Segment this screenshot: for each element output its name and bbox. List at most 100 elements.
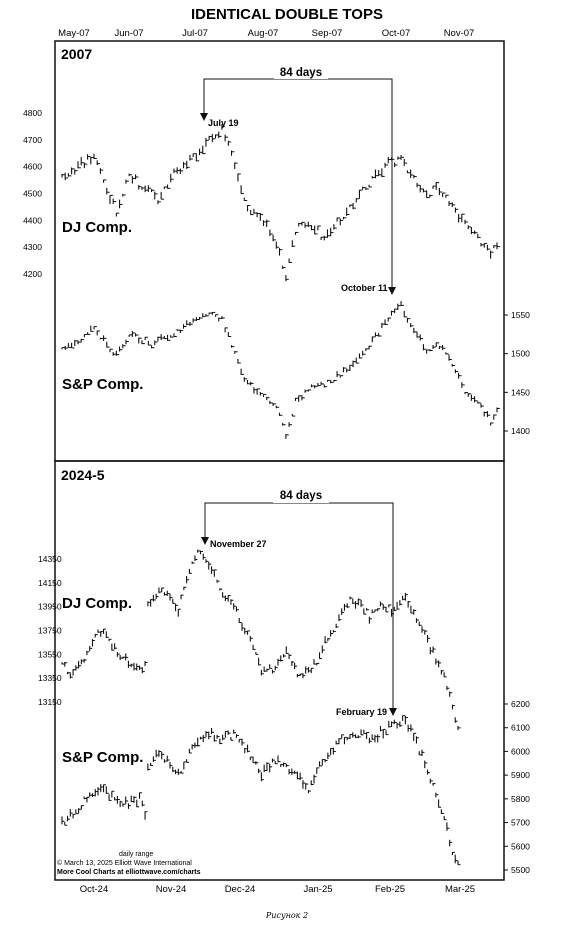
peak-label-october11: October 11 xyxy=(341,283,388,293)
price-bar-dj-2024 xyxy=(435,658,439,665)
price-bar-dj-2007 xyxy=(262,220,267,226)
price-bar-sp-2024 xyxy=(191,744,195,750)
price-bar-sp-2007 xyxy=(346,368,350,373)
price-bar-dj-2007 xyxy=(163,186,168,190)
price-bar-sp-2007 xyxy=(93,326,97,330)
price-bar-dj-2007 xyxy=(122,193,126,197)
price-bar-sp-2024 xyxy=(443,816,447,821)
price-bar-sp-2007 xyxy=(266,396,270,401)
price-bar-sp-2024 xyxy=(449,839,453,847)
price-bar-sp-2007 xyxy=(458,372,462,379)
price-bar-dj-2024 xyxy=(174,603,179,612)
price-bar-sp-2007 xyxy=(445,352,449,355)
price-bar-dj-2007 xyxy=(470,227,475,235)
y-tick-label: 6100 xyxy=(511,723,530,733)
price-bar-dj-2024 xyxy=(302,673,306,679)
price-bar-dj-2007 xyxy=(64,172,69,181)
price-bar-dj-2024 xyxy=(119,655,123,661)
price-bar-sp-2007 xyxy=(227,332,232,338)
price-bar-sp-2007 xyxy=(307,389,312,392)
price-bar-dj-2007 xyxy=(490,250,494,259)
price-bar-sp-2007 xyxy=(237,358,241,364)
price-bar-dj-2024 xyxy=(186,575,190,584)
price-bar-dj-2024 xyxy=(327,637,331,642)
price-bar-dj-2007 xyxy=(461,213,465,223)
price-bar-dj-2007 xyxy=(109,194,113,205)
price-bar-dj-2007 xyxy=(125,179,129,184)
price-bar-sp-2024 xyxy=(368,737,372,744)
price-bar-sp-2024 xyxy=(216,734,220,739)
period-label-2024-5: 2024-5 xyxy=(61,467,105,483)
price-bar-sp-2007 xyxy=(160,334,165,341)
month-label: Oct-24 xyxy=(80,884,109,895)
price-bar-sp-2007 xyxy=(131,331,136,337)
price-bar-sp-2024 xyxy=(125,796,129,804)
price-bar-dj-2024 xyxy=(64,661,68,667)
month-label: Aug-07 xyxy=(248,28,279,39)
price-bar-dj-2024 xyxy=(252,644,256,650)
price-bar-dj-2024 xyxy=(346,603,350,609)
price-bar-dj-2007 xyxy=(160,192,165,200)
price-bar-dj-2024 xyxy=(230,599,234,605)
price-bar-sp-2007 xyxy=(154,340,158,346)
price-bar-dj-2007 xyxy=(458,213,462,223)
price-bar-sp-2024 xyxy=(310,780,314,786)
price-bar-dj-2007 xyxy=(486,244,491,251)
price-bar-dj-2007 xyxy=(154,191,158,200)
price-bar-sp-2007 xyxy=(74,339,78,347)
price-bar-dj-2024 xyxy=(413,609,417,615)
price-bar-dj-2024 xyxy=(266,668,270,672)
price-bar-dj-2024 xyxy=(108,638,112,642)
price-bar-sp-2007 xyxy=(109,348,113,353)
price-bar-dj-2024 xyxy=(208,561,212,570)
price-bar-sp-2024 xyxy=(313,774,317,784)
price-bar-dj-2024 xyxy=(114,643,118,650)
price-bar-dj-2024 xyxy=(421,626,425,633)
price-bar-sp-2024 xyxy=(291,768,295,775)
price-bar-sp-2007 xyxy=(138,337,142,344)
price-bar-sp-2024 xyxy=(213,734,217,742)
price-bar-dj-2007 xyxy=(259,213,264,221)
arrow-down-icon xyxy=(200,113,208,121)
chart-title: IDENTICAL DOUBLE TOPS xyxy=(191,6,383,23)
price-bar-dj-2024 xyxy=(449,691,453,697)
price-bar-sp-2024 xyxy=(410,724,414,732)
price-bar-sp-2024 xyxy=(230,737,234,741)
price-bar-dj-2007 xyxy=(269,229,273,237)
price-bar-dj-2007 xyxy=(365,187,369,190)
price-bar-dj-2007 xyxy=(464,219,468,225)
price-bar-dj-2024 xyxy=(136,663,140,671)
price-bar-sp-2024 xyxy=(316,767,320,774)
price-bar-sp-2007 xyxy=(461,382,465,388)
price-bar-sp-2024 xyxy=(130,795,134,803)
price-bar-sp-2007 xyxy=(480,403,484,408)
price-bar-dj-2024 xyxy=(152,594,156,602)
price-bar-sp-2007 xyxy=(262,393,267,398)
price-bar-dj-2007 xyxy=(454,207,459,213)
price-bar-sp-2007 xyxy=(467,393,472,397)
y-tick-label: 6200 xyxy=(511,699,530,709)
price-bar-sp-2024 xyxy=(377,734,381,743)
price-bar-dj-2024 xyxy=(249,635,253,642)
price-bar-dj-2007 xyxy=(61,173,65,178)
price-bar-sp-2024 xyxy=(64,822,68,826)
price-bar-dj-2007 xyxy=(230,150,235,156)
price-bar-sp-2024 xyxy=(424,760,428,769)
price-bar-dj-2024 xyxy=(244,627,248,635)
price-bar-sp-2007 xyxy=(125,339,129,345)
price-bar-sp-2007 xyxy=(339,375,344,378)
price-bar-sp-2024 xyxy=(371,734,375,740)
price-bar-sp-2024 xyxy=(80,805,84,810)
price-bar-sp-2024 xyxy=(166,755,170,762)
price-bar-dj-2024 xyxy=(366,608,370,611)
price-bar-sp-2024 xyxy=(194,742,198,748)
price-bar-dj-2024 xyxy=(127,660,131,668)
y-tick-layer: 4200 4300 4400 4500 4600 4700 4800 1400 1450 1500… xyxy=(23,108,530,875)
price-bar-dj-2024 xyxy=(349,596,353,600)
price-bar-dj-2007 xyxy=(87,154,91,160)
price-bar-sp-2024 xyxy=(321,759,325,766)
price-bar-sp-2024 xyxy=(396,722,400,729)
price-bar-dj-2024 xyxy=(125,653,129,661)
price-bar-sp-2007 xyxy=(333,379,337,382)
price-bar-dj-2024 xyxy=(443,672,447,678)
